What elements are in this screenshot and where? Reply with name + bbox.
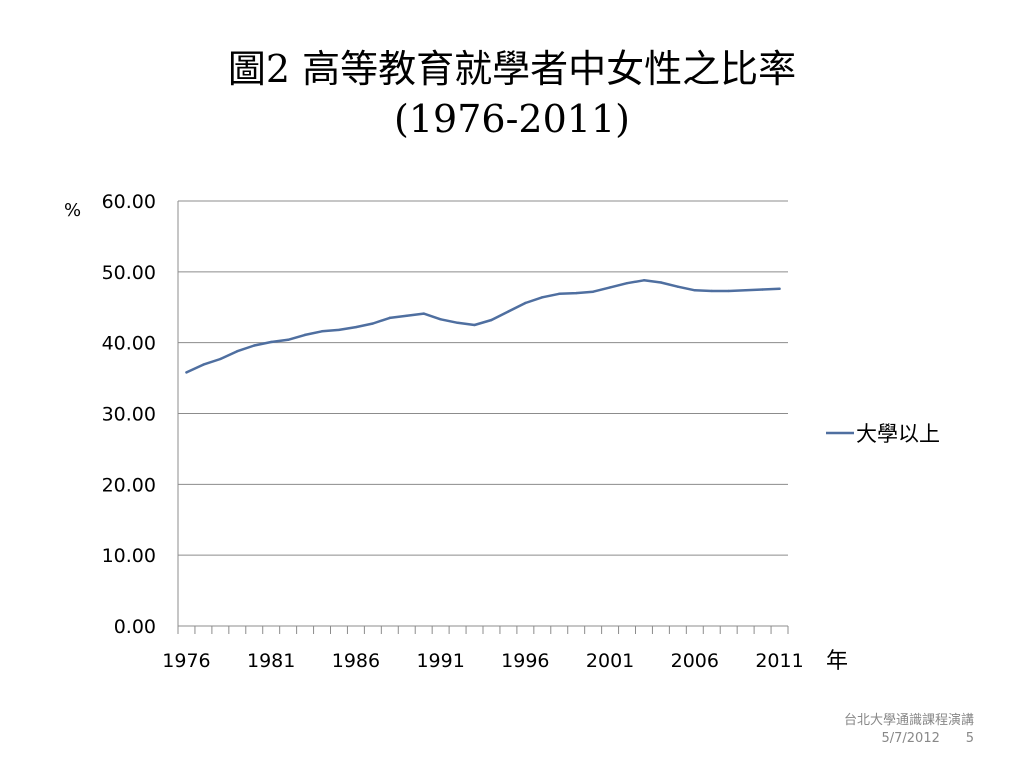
data-point	[269, 340, 273, 344]
data-point	[354, 325, 358, 329]
data-point	[473, 323, 476, 327]
data-point	[236, 349, 239, 353]
x-tick-label: 1991	[416, 650, 464, 672]
y-tick-label: 30.00	[102, 404, 156, 426]
x-tick-label: 1986	[332, 650, 380, 672]
data-point	[303, 333, 307, 337]
x-tick-label: 1996	[501, 650, 549, 672]
title-line-1: 圖2 高等教育就學者中女性之比率	[227, 47, 797, 91]
y-tick-label: 0.00	[114, 616, 156, 638]
y-tick-label: 20.00	[102, 474, 156, 496]
x-tick-label: 2006	[671, 650, 719, 672]
page-number: 5	[965, 731, 974, 746]
data-point	[202, 363, 205, 366]
data-point	[524, 301, 527, 305]
x-tick-label: 2001	[586, 650, 634, 672]
y-tick-label: 50.00	[102, 262, 156, 284]
data-point	[439, 318, 442, 321]
data-point	[778, 287, 781, 291]
x-tick-label: 2011	[755, 650, 803, 672]
data-point	[337, 328, 341, 332]
data-point	[456, 321, 459, 325]
footer-date: 5/7/2012	[881, 731, 940, 746]
data-point	[727, 289, 730, 293]
x-tick-label: 1976	[162, 650, 210, 672]
data-point	[490, 318, 493, 322]
y-tick-label: 10.00	[102, 545, 156, 567]
x-axis-label: 年	[826, 649, 848, 674]
y-axis-label: %	[64, 200, 81, 221]
y-tick-label: 60.00	[102, 191, 156, 213]
data-point	[286, 338, 290, 342]
data-point	[761, 288, 764, 291]
data-point	[710, 289, 713, 293]
x-tick-label: 1981	[247, 650, 295, 672]
legend-label: 大學以上	[856, 422, 940, 446]
data-point	[371, 322, 375, 325]
data-point	[219, 357, 222, 361]
data-point	[625, 281, 629, 285]
data-point	[744, 289, 747, 292]
slide-title: 圖2 高等教育就學者中女性之比率 (1976-2011)	[0, 44, 1024, 144]
data-point	[320, 330, 324, 333]
data-point	[388, 316, 392, 320]
data-point	[574, 291, 578, 295]
data-point	[541, 296, 544, 299]
data-point	[185, 371, 188, 374]
data-point	[558, 292, 561, 295]
y-tick-label: 40.00	[102, 333, 156, 355]
data-point	[253, 344, 256, 347]
data-point	[422, 312, 425, 315]
slide-footer: 台北大學通識課程演講 5/7/2012 5	[844, 712, 974, 748]
series-line	[185, 279, 781, 374]
data-point	[591, 290, 595, 293]
footer-text: 台北大學通識課程演講	[843, 713, 974, 728]
title-line-2: (1976-2011)	[394, 97, 630, 141]
data-point	[405, 314, 408, 317]
data-point	[507, 310, 510, 313]
data-point	[659, 281, 663, 284]
data-point	[676, 285, 680, 288]
data-point	[608, 286, 612, 289]
data-point	[693, 289, 697, 292]
data-point	[642, 279, 646, 282]
